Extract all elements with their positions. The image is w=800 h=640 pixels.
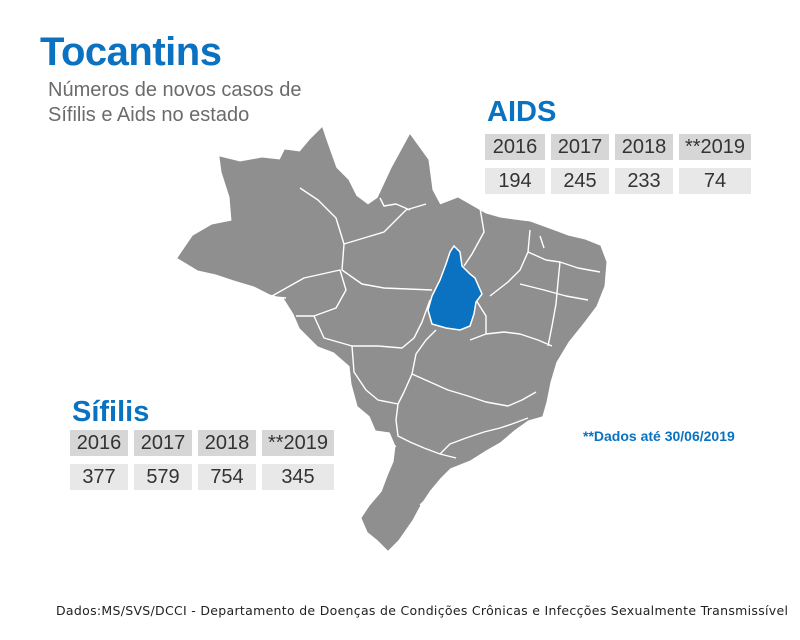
aids-year-cell: 2018 — [615, 134, 673, 160]
aids-value-cell: 233 — [615, 168, 673, 194]
sifilis-year-cell: 2018 — [198, 430, 256, 456]
page-title: Tocantins — [40, 30, 222, 74]
aids-year-cell: 2017 — [551, 134, 609, 160]
footnote: **Dados até 30/06/2019 — [583, 428, 735, 444]
sifilis-year-cell: **2019 — [262, 430, 334, 456]
page-subtitle: Números de novos casos de Sífilis e Aids… — [48, 79, 302, 126]
aids-year-cell: 2016 — [485, 134, 545, 160]
sifilis-value-cell: 377 — [70, 464, 128, 490]
sifilis-year-cell: 2017 — [134, 430, 192, 456]
brazil-outline — [177, 127, 607, 551]
aids-value-cell: 74 — [679, 168, 751, 194]
aids-year-cell: **2019 — [679, 134, 751, 160]
state-borders — [225, 187, 601, 506]
sifilis-value-cell: 345 — [262, 464, 334, 490]
sifilis-value-cell: 754 — [198, 464, 256, 490]
aids-title: AIDS — [487, 96, 557, 128]
aids-value-cell: 194 — [485, 168, 545, 194]
sifilis-value-cell: 579 — [134, 464, 192, 490]
tocantins-state — [427, 244, 483, 331]
aids-value-cell: 245 — [551, 168, 609, 194]
source-text: Dados:MS/SVS/DCCI - Departamento de Doen… — [56, 603, 789, 618]
sifilis-year-cell: 2016 — [70, 430, 128, 456]
sifilis-title: Sífilis — [72, 396, 150, 428]
